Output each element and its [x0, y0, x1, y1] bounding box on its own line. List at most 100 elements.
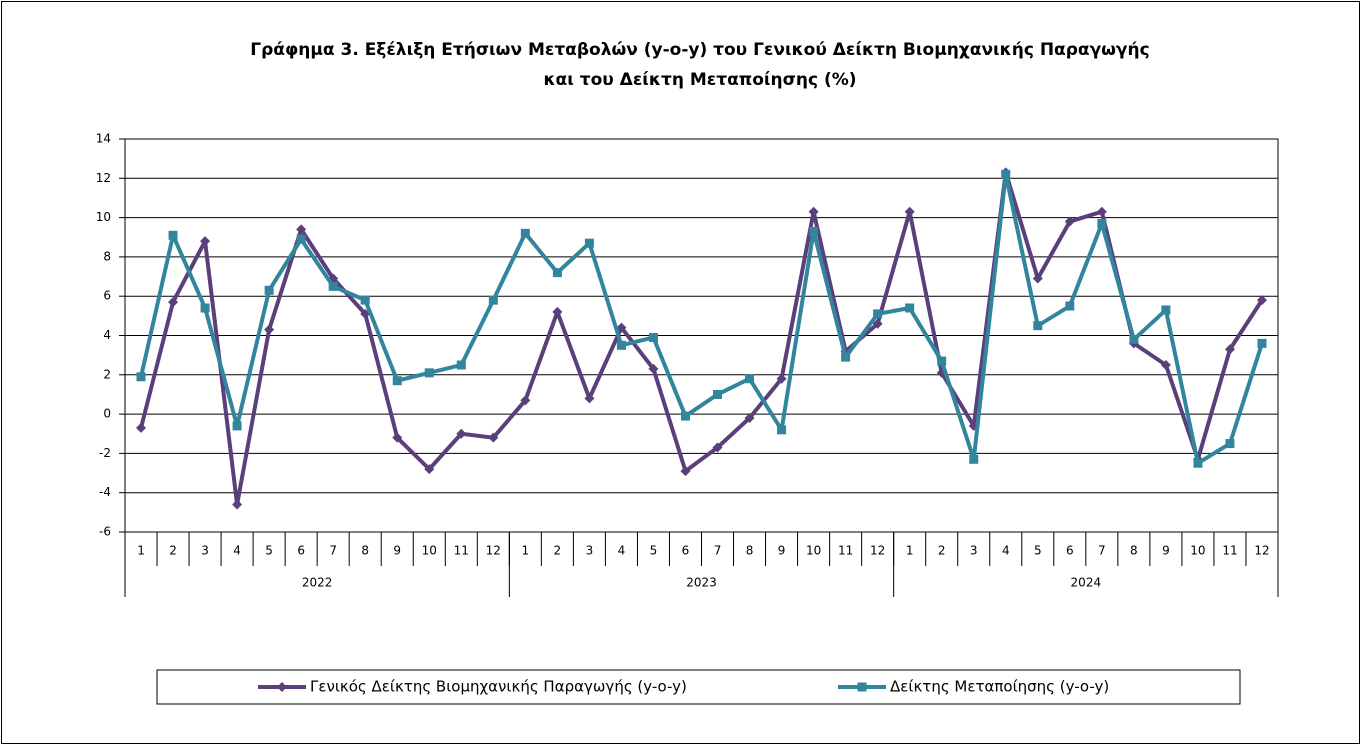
- point: [136, 422, 147, 433]
- point: [1256, 295, 1267, 306]
- x-tick-label: 7: [714, 544, 722, 558]
- legend-label: Γενικός Δείκτης Βιομηχανικής Παραγωγής (…: [310, 678, 687, 696]
- point: [488, 432, 499, 443]
- legend-marker: [277, 682, 287, 692]
- point: [616, 322, 627, 333]
- point: [488, 295, 498, 305]
- x-tick-label: 11: [838, 544, 853, 558]
- point: [392, 376, 402, 386]
- point: [456, 360, 466, 370]
- point: [1160, 359, 1171, 370]
- point: [264, 285, 274, 295]
- x-tick-label: 3: [201, 544, 209, 558]
- x-tick-label: 6: [1066, 544, 1074, 558]
- x-tick-label: 1: [137, 544, 145, 558]
- x-tick-label: 7: [1098, 544, 1106, 558]
- point: [232, 421, 242, 431]
- point: [296, 224, 307, 235]
- point: [809, 226, 819, 236]
- point: [777, 425, 787, 435]
- x-tick-label: 12: [870, 544, 885, 558]
- x-tick-label: 7: [329, 544, 337, 558]
- point: [296, 234, 306, 244]
- x-tick-label: 2: [554, 544, 562, 558]
- point: [872, 318, 883, 329]
- y-tick-label: 0: [103, 407, 111, 421]
- point: [168, 230, 178, 240]
- x-tick-label: 6: [297, 544, 305, 558]
- y-tick-label: 10: [96, 210, 111, 224]
- x-tick-label: 5: [1034, 544, 1042, 558]
- point: [1001, 169, 1011, 179]
- legend-marker: [857, 682, 867, 692]
- point: [841, 352, 851, 362]
- point: [969, 454, 979, 464]
- point: [232, 499, 243, 510]
- x-group-label: 2023: [686, 576, 717, 590]
- point: [713, 389, 723, 399]
- point: [1065, 301, 1075, 311]
- x-tick-label: 9: [393, 544, 401, 558]
- point: [776, 373, 787, 384]
- y-tick-label: 6: [103, 289, 111, 303]
- point: [584, 238, 594, 248]
- x-tick-label: 6: [682, 544, 690, 558]
- y-tick-label: 12: [96, 171, 111, 185]
- legend-label: Δείκτης Μεταποίησης (y-o-y): [890, 678, 1109, 696]
- series-line: [139, 172, 1264, 466]
- point: [520, 395, 531, 406]
- point: [360, 295, 370, 305]
- point: [520, 228, 530, 238]
- point: [1225, 439, 1235, 449]
- point: [616, 340, 626, 350]
- x-tick-label: 8: [1130, 544, 1138, 558]
- x-tick-label: 12: [486, 544, 501, 558]
- point: [744, 413, 755, 424]
- point: [136, 372, 146, 382]
- x-tick-label: 4: [233, 544, 241, 558]
- point: [648, 332, 658, 342]
- x-tick-label: 8: [361, 544, 369, 558]
- point: [937, 356, 947, 366]
- point: [200, 236, 211, 247]
- x-tick-label: 12: [1254, 544, 1269, 558]
- point: [424, 368, 434, 378]
- x-tick-label: 3: [586, 544, 594, 558]
- point: [1032, 273, 1043, 284]
- point: [200, 303, 210, 313]
- point: [1097, 218, 1107, 228]
- x-tick-label: 5: [265, 544, 273, 558]
- x-tick-label: 11: [454, 544, 469, 558]
- point: [328, 281, 338, 291]
- y-tick-label: 8: [103, 249, 111, 263]
- point: [552, 306, 563, 317]
- point: [712, 442, 723, 453]
- point: [745, 374, 755, 384]
- x-tick-label: 2: [169, 544, 177, 558]
- point: [648, 363, 659, 374]
- chart-title: Γράφημα 3. Εξέλιξη Ετήσιων Μεταβολών (y-…: [250, 40, 1149, 60]
- point: [680, 466, 691, 477]
- point: [680, 411, 690, 421]
- point: [905, 303, 915, 313]
- x-tick-label: 10: [1190, 544, 1205, 558]
- x-tick-label: 10: [806, 544, 821, 558]
- y-tick-label: -4: [99, 485, 111, 499]
- x-tick-label: 9: [1162, 544, 1170, 558]
- point: [1064, 216, 1075, 227]
- series-line: [139, 170, 1264, 507]
- legend-box: [156, 669, 1241, 705]
- x-tick-label: 8: [746, 544, 754, 558]
- y-tick-label: 2: [103, 367, 111, 381]
- chart-title: και του Δείκτη Μεταποίησης (%): [543, 70, 856, 90]
- point: [904, 206, 915, 217]
- point: [1224, 344, 1235, 355]
- point: [168, 297, 179, 308]
- y-tick-label: -6: [99, 525, 111, 539]
- x-group-label: 2024: [1071, 576, 1102, 590]
- x-tick-label: 10: [422, 544, 437, 558]
- point: [1257, 338, 1267, 348]
- point: [456, 428, 467, 439]
